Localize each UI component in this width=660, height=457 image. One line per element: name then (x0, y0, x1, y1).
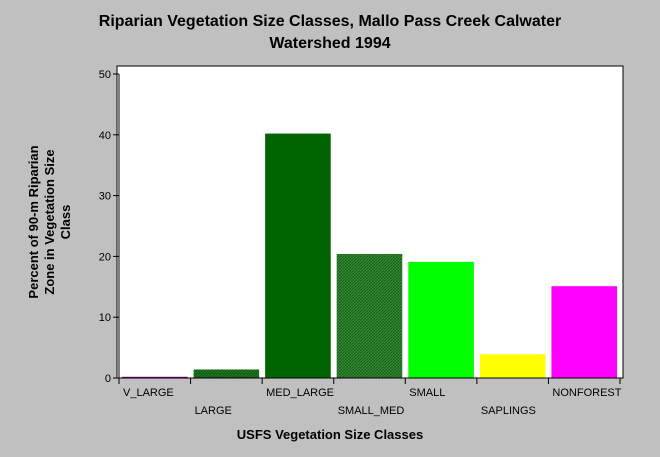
bar-v-large (122, 376, 188, 378)
x-tick-label: V_LARGE (123, 387, 174, 399)
x-axis-label: USFS Vegetation Size Classes (236, 427, 424, 442)
bar-med-large (265, 133, 331, 378)
y-tick-label: 50 (99, 69, 111, 81)
bars-group (122, 133, 617, 378)
y-tick-label: 30 (99, 191, 111, 203)
axes-group: 0 10 20 30 40 50 V_LARGE LARGE MED_LARGE SMALL_ME… (99, 69, 622, 417)
y-tick-label: 0 (105, 373, 111, 385)
bar-small (408, 261, 474, 378)
bar-hatch (193, 369, 260, 378)
x-tick-label: SAPLINGS (481, 405, 536, 417)
y-tick-label: 10 (99, 312, 111, 324)
y-tick-label: 20 (99, 251, 111, 263)
x-tick-label: LARGE (195, 405, 232, 417)
bar-nonforest (551, 286, 617, 378)
x-tick-label: SMALL_MED (338, 405, 405, 417)
chart-title-line-2: Watershed 1994 (269, 35, 391, 52)
x-tick-label: SMALL (409, 387, 445, 399)
x-tick-label: NONFOREST (552, 387, 621, 399)
bar-hatch (336, 253, 403, 378)
bar-saplings (479, 354, 546, 378)
y-tick-label: 40 (99, 130, 111, 142)
chart-title-line-1: Riparian Vegetation Size Classes, Mallo … (98, 13, 562, 30)
x-tick-label: MED_LARGE (266, 387, 334, 399)
